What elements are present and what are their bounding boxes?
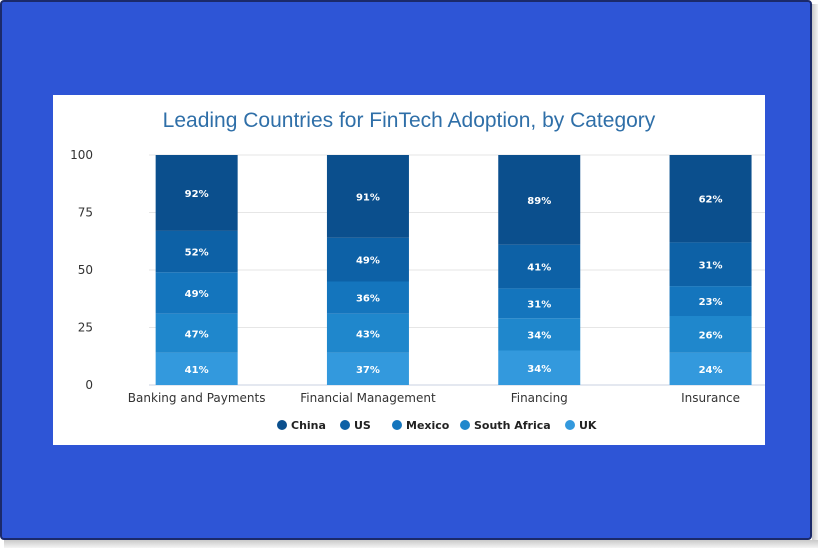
x-tick-label: Banking and Payments xyxy=(128,391,266,405)
data-label: 36% xyxy=(356,294,380,305)
bar-segment xyxy=(498,318,581,351)
data-label: 23% xyxy=(699,297,723,308)
y-tick-label: 0 xyxy=(85,378,93,392)
chart-card: Leading Countries for FinTech Adoption, … xyxy=(53,95,765,445)
data-label: 52% xyxy=(185,248,209,259)
data-label: 34% xyxy=(527,364,551,375)
frame-shadow-bottom xyxy=(4,540,818,548)
data-label: 49% xyxy=(356,256,380,267)
y-tick-label: 100 xyxy=(70,148,93,162)
legend-marker xyxy=(277,420,287,430)
frame-shadow-right xyxy=(812,4,818,548)
data-label: 26% xyxy=(699,330,723,341)
x-tick-label: Insurance xyxy=(681,391,740,405)
legend-marker xyxy=(565,420,575,430)
bar-segment xyxy=(498,350,581,385)
y-tick-label: 50 xyxy=(78,263,93,277)
bar-segment xyxy=(155,155,238,231)
data-label: 31% xyxy=(699,260,723,271)
y-tick-label: 75 xyxy=(78,206,93,220)
bar-segment xyxy=(155,230,238,273)
data-label: 24% xyxy=(699,365,723,376)
bar-segment xyxy=(326,352,409,385)
data-label: 37% xyxy=(356,365,380,376)
legend-label: China xyxy=(291,419,326,432)
bar-segment xyxy=(669,352,752,385)
stacked-bar-chart: 0 25 50 75 100 41% 47% 49% 52% 92% Banking and Pay… xyxy=(70,148,765,432)
bar-segment xyxy=(326,237,409,282)
bar-segment xyxy=(669,316,752,353)
legend-label: UK xyxy=(579,419,597,432)
data-label: 47% xyxy=(185,329,209,340)
y-tick-label: 25 xyxy=(78,321,93,335)
bar-segment xyxy=(326,313,409,353)
legend-marker xyxy=(392,420,402,430)
legend-marker xyxy=(340,420,350,430)
bar-segment xyxy=(326,281,409,314)
bar-segment xyxy=(155,352,238,385)
data-label: 62% xyxy=(699,195,723,206)
data-label: 89% xyxy=(527,196,551,207)
bar-segment xyxy=(498,155,581,245)
bar-segment xyxy=(498,244,581,289)
bar-segment xyxy=(669,155,752,243)
data-label: 31% xyxy=(527,299,551,310)
data-label: 92% xyxy=(185,189,209,200)
bar-segment xyxy=(498,288,581,319)
chart-title: Leading Countries for FinTech Adoption, … xyxy=(162,109,656,132)
data-label: 34% xyxy=(527,330,551,341)
legend-label: South Africa xyxy=(474,419,551,432)
bar-segment xyxy=(669,286,752,316)
data-label: 41% xyxy=(185,365,209,376)
x-tick-label: Financing xyxy=(511,391,568,405)
x-tick-label: Financial Management xyxy=(300,391,436,405)
bar-segment xyxy=(326,155,409,238)
legend-marker xyxy=(460,420,470,430)
data-label: 43% xyxy=(356,329,380,340)
data-label: 91% xyxy=(356,192,380,203)
data-label: 49% xyxy=(185,289,209,300)
data-label: 41% xyxy=(527,263,551,274)
legend-label: US xyxy=(354,419,371,432)
bar-segment xyxy=(669,242,752,287)
bar-segment xyxy=(155,313,238,353)
legend-label: Mexico xyxy=(406,419,450,432)
bar-segment xyxy=(155,272,238,314)
